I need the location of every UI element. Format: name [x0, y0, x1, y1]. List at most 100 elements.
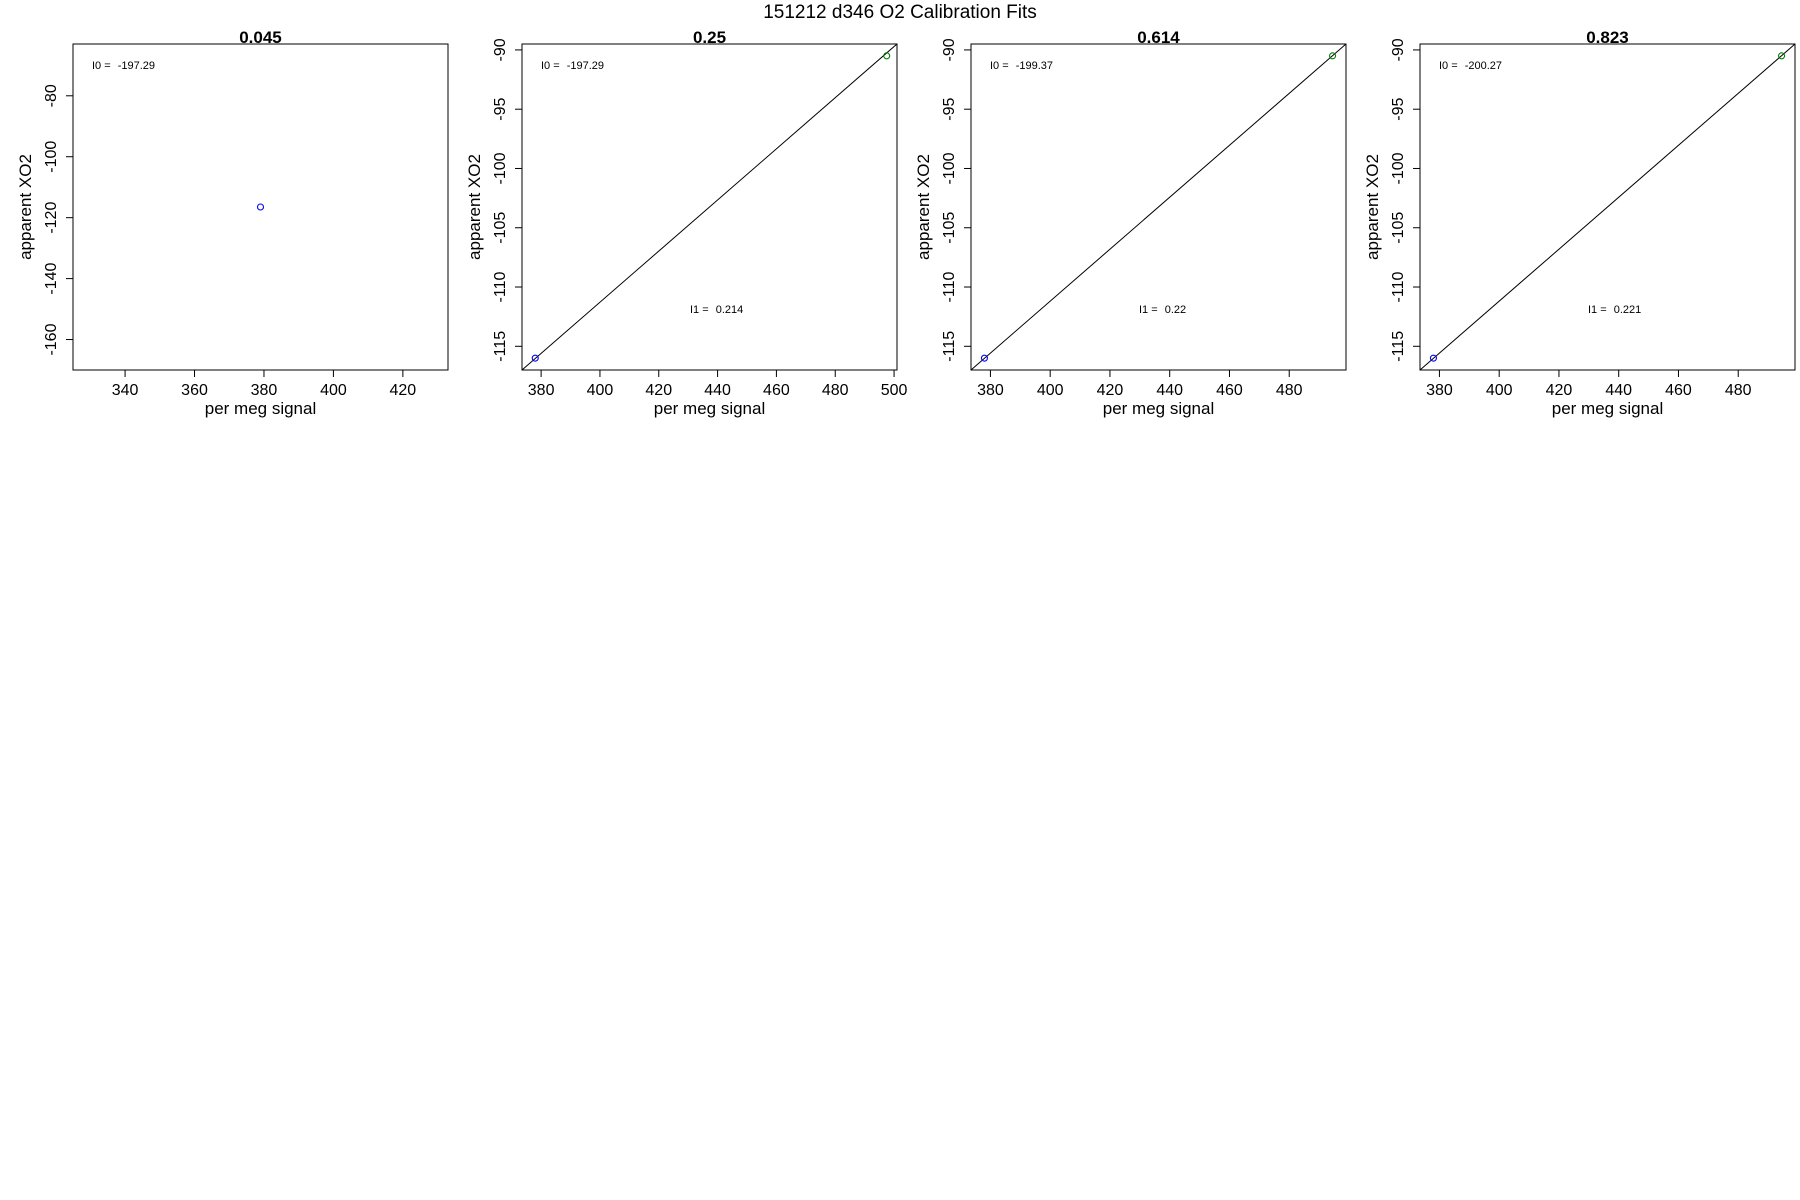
y-axis-label: apparent XO2: [16, 154, 35, 260]
y-axis-label: apparent XO2: [1363, 154, 1382, 260]
y-tick-label: -100: [941, 152, 958, 184]
fit-line: [1419, 43, 1796, 371]
x-tick-label: 460: [763, 382, 790, 399]
x-axis-label: per meg signal: [1103, 399, 1215, 418]
y-tick-label: -160: [43, 323, 60, 355]
annotation-value: 0.214: [716, 304, 744, 316]
x-tick-label: 340: [112, 382, 139, 399]
annotation-i1: I1 = 0.214: [690, 304, 743, 316]
data-point: [1329, 52, 1337, 60]
annotation-value: 0.221: [1614, 304, 1642, 316]
y-tick-label: -110: [492, 272, 509, 303]
annotation-value: 0.22: [1165, 304, 1186, 316]
data-point: [1778, 52, 1786, 60]
x-tick-label: 460: [1216, 382, 1243, 399]
annotation-i0: I0 = -197.29: [92, 60, 155, 72]
x-tick-label: 500: [881, 382, 908, 399]
annotation-label: I0 =: [1439, 60, 1461, 72]
x-tick-label: 380: [1426, 382, 1453, 399]
x-tick-label: 440: [704, 382, 731, 399]
y-tick-label: -90: [941, 38, 958, 61]
data-point: [531, 354, 539, 362]
plot-panel-3: 0.614 380 400 420 440 460 480 -90 -95 -100 -105 -11…: [914, 28, 1347, 418]
x-tick-label: 420: [1097, 382, 1124, 399]
y-tick-label: -100: [43, 141, 60, 173]
x-axis-label: per meg signal: [1552, 399, 1664, 418]
annotation-label: I0 =: [92, 60, 114, 72]
y-tick-label: -100: [1390, 152, 1407, 184]
plot-panel-4: 0.823 380 400 420 440 460 480 -90 -95 -100 -105 -11…: [1363, 28, 1796, 418]
x-axis-label: per meg signal: [205, 399, 317, 418]
x-tick-label: 380: [251, 382, 278, 399]
annotation-value: -199.37: [1016, 60, 1053, 72]
y-tick-label: -95: [1390, 98, 1407, 121]
y-tick-label: -110: [1390, 272, 1407, 303]
fit-line: [521, 43, 898, 371]
x-tick-label: 480: [1725, 382, 1752, 399]
panel-title: 0.045: [239, 28, 282, 47]
x-tick-label: 400: [1037, 382, 1064, 399]
plot-frame: [1419, 43, 1796, 371]
x-tick-label: 420: [390, 382, 417, 399]
x-tick-label: 400: [587, 382, 614, 399]
panel-title: 0.25: [693, 28, 726, 47]
annotation-label: I0 =: [541, 60, 563, 72]
data-point: [1429, 354, 1437, 362]
x-tick-label: 420: [645, 382, 672, 399]
data-point: [256, 203, 265, 211]
plot-frame: [521, 43, 898, 371]
y-tick-label: -115: [492, 331, 509, 362]
x-axis-label: per meg signal: [654, 399, 766, 418]
y-tick-label: -120: [43, 202, 60, 234]
x-tick-label: 420: [1546, 382, 1573, 399]
y-tick-label: -115: [1390, 331, 1407, 362]
y-tick-label: -140: [43, 262, 60, 294]
plot-frame: [970, 43, 1347, 371]
x-tick-label: 380: [977, 382, 1004, 399]
annotation-value: -200.27: [1465, 60, 1502, 72]
annotation-i1: I1 = 0.22: [1139, 304, 1186, 316]
annotation-value: -197.29: [118, 60, 155, 72]
x-tick-label: 480: [1276, 382, 1303, 399]
y-tick-label: -90: [492, 38, 509, 61]
y-tick-label: -100: [492, 152, 509, 184]
x-tick-label: 460: [1665, 382, 1692, 399]
x-tick-label: 480: [822, 382, 849, 399]
y-axis-label: apparent XO2: [914, 154, 933, 260]
x-tick-label: 360: [181, 382, 208, 399]
x-tick-label: 400: [320, 382, 347, 399]
data-point: [980, 354, 988, 362]
annotation-label: I1 =: [690, 304, 712, 316]
y-tick-label: -80: [43, 84, 60, 107]
y-tick-label: -90: [1390, 38, 1407, 61]
annotation-label: I1 =: [1588, 304, 1610, 316]
x-tick-label: 440: [1605, 382, 1632, 399]
annotation-i0: I0 = -200.27: [1439, 60, 1502, 72]
y-tick-label: -105: [1390, 212, 1407, 244]
annotation-label: I0 =: [990, 60, 1012, 72]
panel-title: 0.823: [1586, 28, 1629, 47]
annotation-i0: I0 = -197.29: [541, 60, 604, 72]
annotation-i1: I1 = 0.221: [1588, 304, 1641, 316]
x-tick-label: 440: [1156, 382, 1183, 399]
y-tick-label: -95: [941, 98, 958, 121]
plot-frame: [72, 43, 449, 371]
y-axis-label: apparent XO2: [465, 154, 484, 260]
data-point: [883, 52, 891, 60]
annotation-value: -197.29: [567, 60, 604, 72]
figure-title: 151212 d346 O2 Calibration Fits: [763, 2, 1037, 23]
annotation-i0: I0 = -199.37: [990, 60, 1053, 72]
y-tick-label: -105: [492, 212, 509, 244]
calibration-plots: 0.045 340 360 380 400 420 -80 -100 -120 -140 -160 p…: [16, 28, 1796, 418]
y-tick-label: -105: [941, 212, 958, 244]
annotation-label: I1 =: [1139, 304, 1161, 316]
y-tick-label: -115: [941, 331, 958, 362]
plot-panel-1: 0.045 340 360 380 400 420 -80 -100 -120 -140 -160 p…: [16, 28, 449, 418]
x-tick-label: 400: [1486, 382, 1513, 399]
y-tick-label: -95: [492, 98, 509, 121]
fit-line: [970, 43, 1347, 371]
panel-title: 0.614: [1137, 28, 1180, 47]
x-tick-label: 380: [528, 382, 555, 399]
y-tick-label: -110: [941, 272, 958, 303]
